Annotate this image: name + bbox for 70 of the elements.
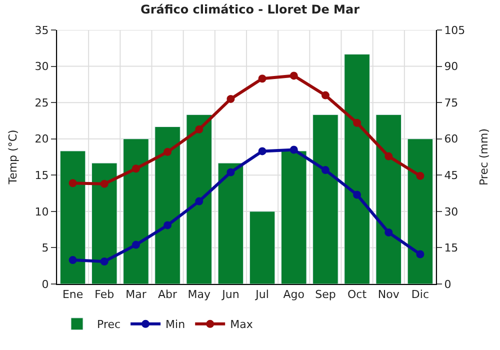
point (321, 91, 330, 100)
point (258, 74, 266, 83)
bar (344, 54, 370, 284)
x-tick-label: Nov (378, 288, 400, 302)
point (258, 147, 266, 156)
bar (407, 138, 434, 284)
x-tick-label: Jun (221, 288, 240, 302)
x-tick-label: May (188, 288, 211, 302)
bar (123, 138, 149, 284)
point (226, 168, 235, 176)
bar (249, 211, 276, 284)
point (100, 180, 108, 188)
point (68, 179, 77, 188)
y-tick-label: 30 (34, 60, 49, 74)
point (416, 172, 424, 180)
bar (376, 114, 402, 284)
x-tick-label: Feb (94, 288, 114, 302)
point (195, 125, 204, 134)
point (132, 164, 140, 173)
y2-tick-label: 0 (444, 278, 452, 291)
point (290, 146, 298, 154)
point (164, 148, 172, 156)
bar (154, 126, 180, 284)
y2-tick-label: 75 (444, 96, 458, 110)
point (353, 190, 362, 199)
x-tick-label: Abr (158, 288, 178, 302)
y-tick-label: 0 (42, 278, 49, 291)
point (384, 228, 393, 236)
y2-tick-label: 90 (444, 60, 458, 74)
y-axis-title: Temp (°C) (6, 130, 20, 186)
bar (91, 162, 118, 284)
y-tick-label: 25 (34, 96, 49, 110)
y2-tick-label: 60 (444, 132, 458, 146)
y2-axis-title: Prec (mm) (477, 128, 490, 186)
x-tick-label: Ago (283, 288, 305, 302)
bar (312, 114, 338, 284)
y-tick-label: 35 (34, 24, 49, 37)
point (195, 197, 204, 206)
y-tick-label: 10 (34, 205, 49, 218)
y-tick-label: 20 (34, 132, 49, 146)
legend-label: Prec (97, 318, 121, 332)
point (164, 221, 172, 230)
x-tick-label: Jul (254, 288, 269, 302)
bar (186, 114, 212, 284)
chart-title: Gráfico climático - Lloret De Mar (140, 2, 360, 17)
y2-tick-label: 45 (444, 168, 458, 182)
x-tick-label: Ene (62, 288, 84, 302)
y-tick-label: 5 (42, 242, 49, 255)
point (100, 258, 108, 266)
x-tick-label: Mar (126, 288, 147, 302)
point (384, 152, 393, 160)
y-tick-label: 15 (34, 168, 49, 182)
y2-tick-label: 15 (444, 242, 458, 255)
bar (60, 150, 86, 284)
point (290, 72, 298, 80)
legend-label: Min (166, 318, 186, 332)
legend-label: Max (230, 318, 254, 332)
y2-tick-label: 30 (444, 205, 458, 218)
point (353, 118, 362, 127)
point (416, 250, 424, 258)
point (321, 166, 330, 174)
y2-tick-label: 105 (444, 24, 466, 37)
point (226, 94, 235, 103)
x-tick-label: Sep (315, 288, 336, 302)
x-tick-label: Dic (411, 288, 429, 302)
bar (280, 150, 307, 284)
point (68, 256, 77, 264)
point (132, 240, 140, 249)
bar (218, 162, 244, 284)
x-tick-label: Oct (348, 288, 368, 302)
